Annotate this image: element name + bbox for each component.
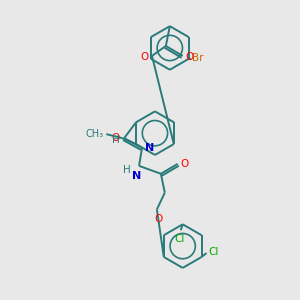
Text: CH₃: CH₃	[85, 129, 103, 139]
Text: Br: Br	[192, 53, 203, 63]
Text: O: O	[155, 214, 163, 224]
Text: O: O	[181, 159, 189, 169]
Text: O: O	[141, 52, 149, 62]
Text: Cl: Cl	[175, 234, 185, 244]
Text: O: O	[186, 52, 194, 62]
Text: N: N	[132, 171, 142, 181]
Text: O: O	[111, 133, 119, 143]
Text: H: H	[112, 135, 120, 145]
Text: Cl: Cl	[208, 247, 219, 257]
Text: N: N	[145, 143, 154, 153]
Text: H: H	[123, 165, 131, 175]
